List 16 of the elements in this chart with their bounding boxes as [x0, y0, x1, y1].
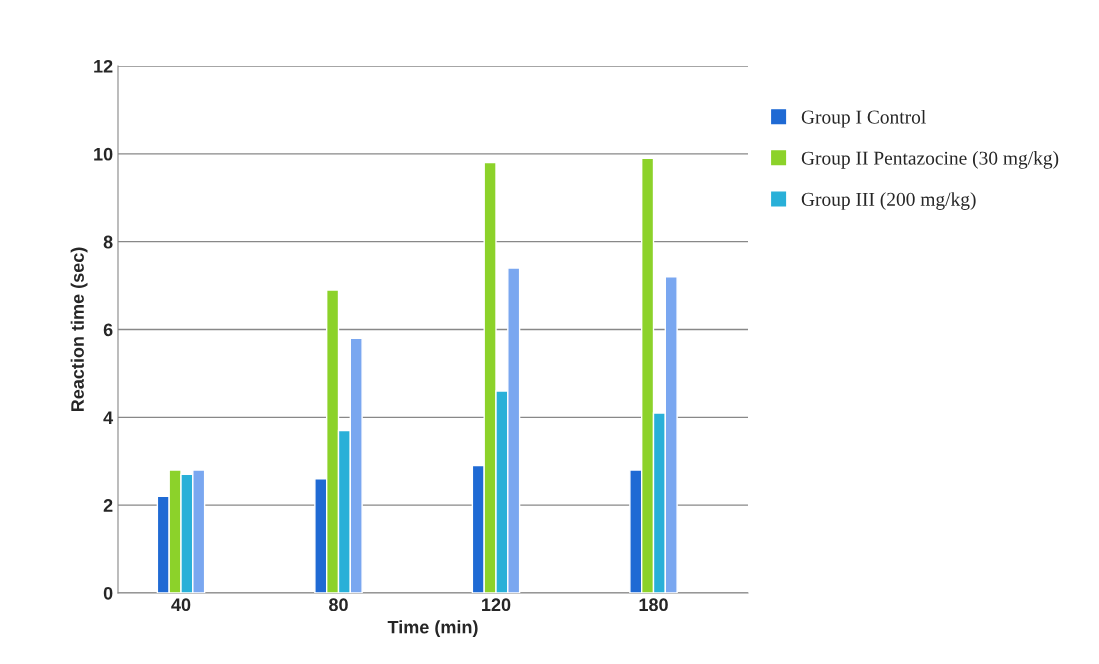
- x-tick-label: 80: [329, 598, 348, 612]
- y-tick-label: 2: [103, 499, 113, 512]
- y-axis-title: Reaction time (sec): [70, 247, 88, 412]
- legend-label: Group II Pentazocine (30 mg/kg): [801, 151, 1059, 169]
- y-tick-label: 12: [94, 59, 113, 73]
- y-tick-label: 6: [103, 323, 113, 337]
- legend-label: Group I Control: [801, 109, 926, 128]
- x-axis-title: Time (min): [387, 620, 478, 638]
- x-tick-label: 40: [171, 598, 191, 612]
- y-tick-label: 8: [103, 235, 113, 249]
- x-tick-label: 180: [639, 598, 668, 612]
- y-tick-label: 0: [103, 586, 113, 600]
- legend-label: Group III (200 mg/kg): [801, 192, 976, 210]
- y-tick-label: 4: [103, 411, 114, 424]
- x-tick-label: 120: [482, 598, 511, 612]
- y-tick-label: 10: [94, 147, 113, 161]
